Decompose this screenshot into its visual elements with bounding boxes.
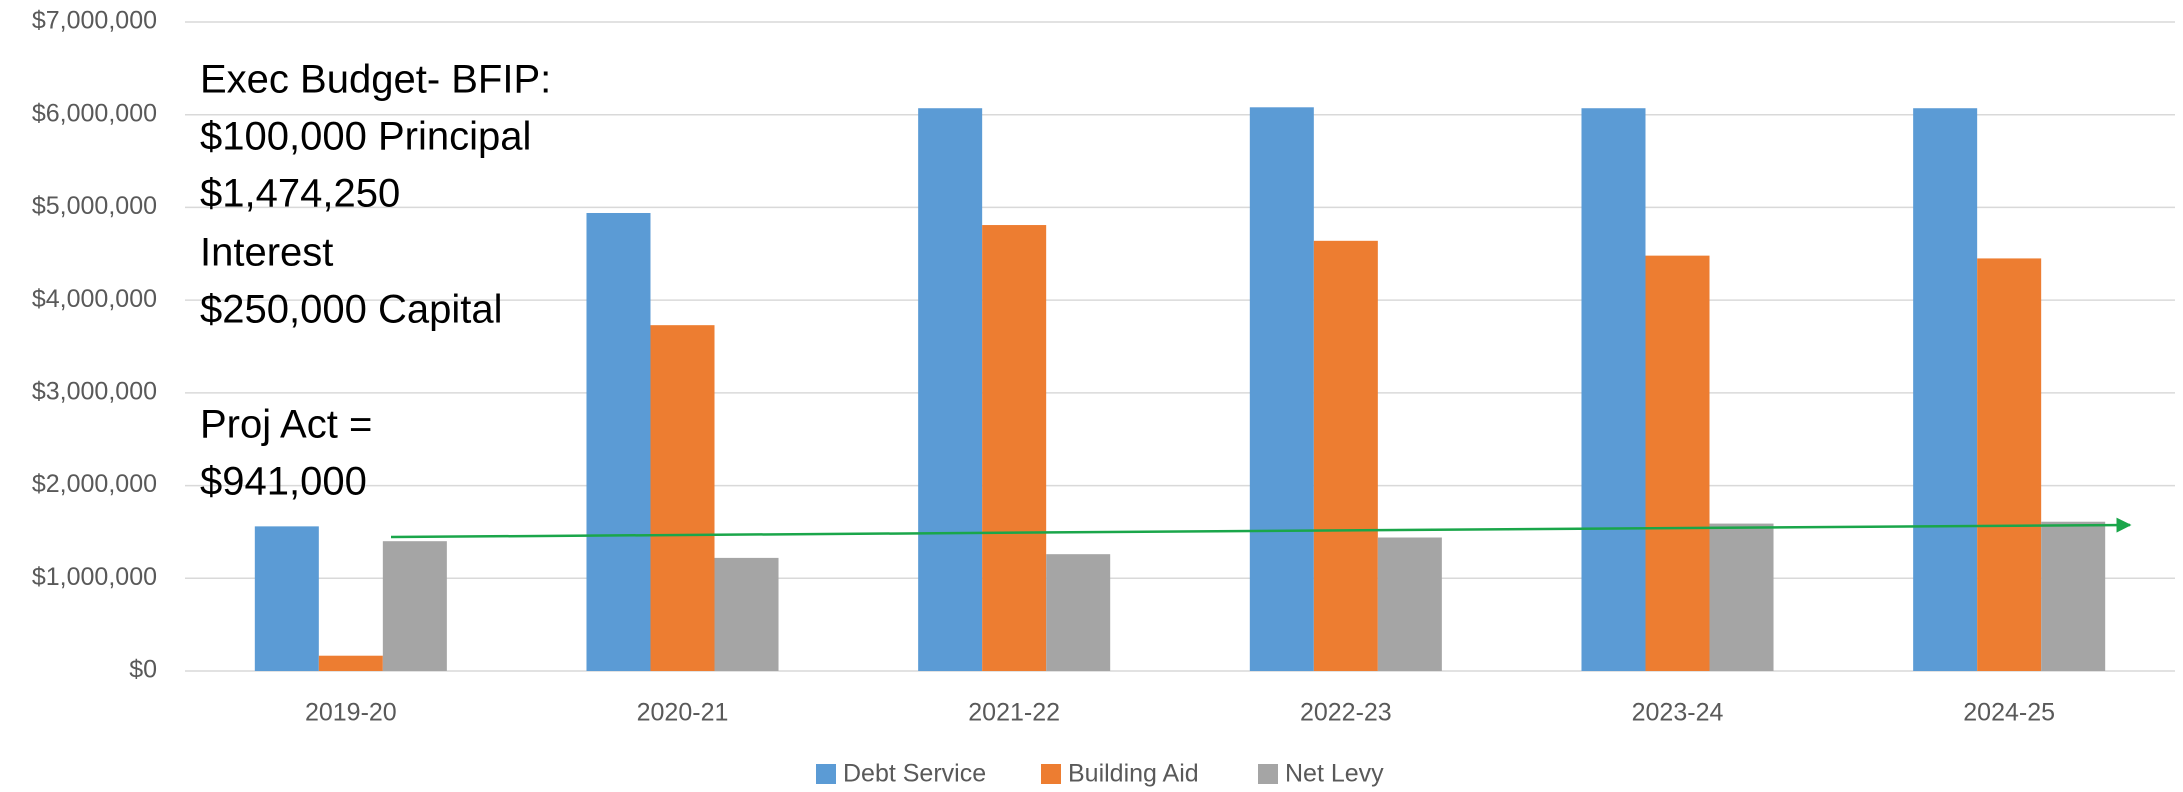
bar xyxy=(382,541,447,671)
trend-arrow xyxy=(390,517,2132,539)
bar xyxy=(1645,255,1710,671)
x-tick-label: 2023-24 xyxy=(1632,699,1724,727)
bar xyxy=(586,212,651,671)
bar xyxy=(318,655,383,671)
bar xyxy=(918,108,983,671)
y-tick-label: $3,000,000 xyxy=(32,377,157,405)
x-tick-label: 2019-20 xyxy=(305,699,397,727)
bar xyxy=(650,325,715,671)
annotation: $100,000 Principal xyxy=(200,115,531,159)
x-tick-label: 2020-21 xyxy=(637,699,729,727)
y-tick-label: $6,000,000 xyxy=(32,99,157,127)
bar xyxy=(1977,258,2042,671)
legend-label: Net Levy xyxy=(1285,760,1384,788)
legend-label: Building Aid xyxy=(1068,760,1199,788)
bar xyxy=(1046,554,1111,671)
bar xyxy=(1709,523,1774,671)
annotation: Proj Act = xyxy=(200,403,372,447)
bar xyxy=(1377,537,1442,671)
annotation: Exec Budget- BFIP: xyxy=(200,58,551,102)
bar xyxy=(1913,108,1978,671)
bar xyxy=(1581,108,1646,671)
y-tick-label: $4,000,000 xyxy=(32,285,157,313)
legend-swatch xyxy=(1258,764,1278,784)
y-tick-label: $1,000,000 xyxy=(32,563,157,591)
y-tick-label: $5,000,000 xyxy=(32,192,157,220)
legend-label: Debt Service xyxy=(843,760,986,788)
bar xyxy=(714,557,779,671)
annotation: Interest xyxy=(200,231,333,275)
bar xyxy=(2041,521,2106,671)
annotation: $1,474,250 xyxy=(200,172,400,216)
y-tick-label: $7,000,000 xyxy=(32,7,157,35)
x-tick-label: 2022-23 xyxy=(1300,699,1392,727)
y-tick-label: $2,000,000 xyxy=(32,470,157,498)
bar xyxy=(1249,107,1314,672)
legend-swatch xyxy=(1041,764,1061,784)
annotation: $250,000 Capital xyxy=(200,288,502,332)
y-tick-label: $0 xyxy=(129,656,157,684)
bar xyxy=(254,526,319,671)
annotation: $941,000 xyxy=(200,460,367,504)
bar xyxy=(982,225,1047,671)
x-tick-label: 2024-25 xyxy=(1963,699,2055,727)
legend-swatch xyxy=(816,764,836,784)
bar xyxy=(1313,240,1378,671)
x-tick-label: 2021-22 xyxy=(968,699,1060,727)
